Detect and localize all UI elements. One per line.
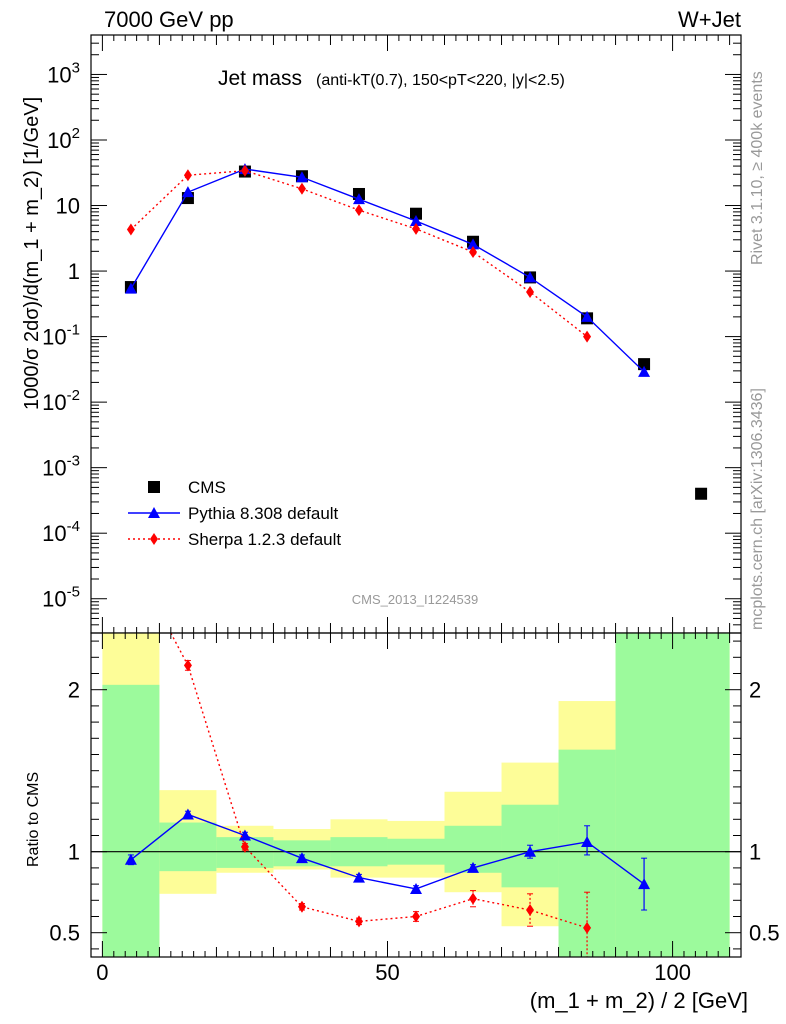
y-tick-label: 10-3 bbox=[42, 453, 80, 481]
ratio-y-tick-label-right: 1 bbox=[749, 840, 761, 865]
ratio-marker-triangle bbox=[410, 882, 422, 894]
ratio-marker-triangle bbox=[638, 878, 651, 890]
x-ticks: 0 50 100 bbox=[96, 633, 731, 985]
green-band bbox=[615, 633, 730, 957]
ratio-y-ticks: 0.5 0.5 1 1 2 2 bbox=[49, 640, 780, 950]
y-tick-label: 10-5 bbox=[42, 584, 80, 612]
pythia-marker bbox=[295, 171, 308, 183]
legend: CMS Pythia 8.308 default Sherpa 1.2.3 defa… bbox=[128, 478, 341, 549]
ratio-marker-triangle bbox=[124, 853, 137, 865]
legend-label: Sherpa 1.2.3 default bbox=[188, 530, 341, 549]
sherpa-marker bbox=[469, 246, 478, 259]
pythia-marker bbox=[124, 282, 137, 294]
plot-title-sub: (anti-kT(0.7), 150<pT<220, |y|<2.5) bbox=[316, 72, 565, 89]
y-tick-label: 10-1 bbox=[42, 322, 80, 350]
ratio-y-tick-label-right: 2 bbox=[749, 678, 761, 703]
sherpa-marker bbox=[412, 222, 420, 235]
x-axis-label: (m_1 + m_2) / 2 [GeV] bbox=[530, 988, 748, 1013]
pythia-marker bbox=[581, 310, 594, 322]
legend-pythia-marker bbox=[148, 507, 160, 518]
ratio-marker-diamond bbox=[240, 840, 249, 853]
legend-sherpa-marker bbox=[150, 533, 158, 545]
pythia-marker bbox=[467, 238, 480, 250]
y-tick-label: 10-2 bbox=[42, 387, 80, 415]
pythia-marker bbox=[181, 186, 194, 198]
ratio-marker-triangle bbox=[524, 845, 537, 857]
sherpa-marker bbox=[183, 169, 192, 182]
legend-item: Sherpa 1.2.3 default bbox=[128, 530, 341, 549]
pythia-marker bbox=[638, 365, 651, 377]
y-tick-label: 103 bbox=[47, 59, 80, 87]
ratio-line bbox=[130, 813, 645, 890]
ratio-y-tick-label: 1 bbox=[68, 840, 80, 865]
legend-item: CMS bbox=[148, 478, 226, 497]
cms-marker bbox=[638, 358, 651, 371]
y-tick-label: 10-4 bbox=[42, 518, 80, 546]
watermark: CMS_2013_I1224539 bbox=[352, 592, 479, 607]
rivet-label: Rivet 3.1.10, ≥ 400k events bbox=[749, 71, 766, 265]
pythia-marker bbox=[352, 193, 365, 205]
ratio-marker-triangle bbox=[238, 829, 251, 841]
x-tick-label: 100 bbox=[654, 960, 691, 985]
sherpa-marker bbox=[583, 330, 592, 343]
legend-label: CMS bbox=[188, 478, 226, 497]
sherpa-marker bbox=[354, 204, 363, 217]
ratio-y-tick-label: 0.5 bbox=[49, 921, 80, 946]
green-band bbox=[102, 684, 160, 957]
sherpa-marker bbox=[297, 182, 306, 195]
y-tick-label: 1 bbox=[68, 259, 80, 284]
y-tick-label: 102 bbox=[47, 125, 80, 153]
ratio-series-sherpa bbox=[170, 632, 592, 958]
header-right: W+Jet bbox=[678, 7, 741, 32]
ratio-marker-triangle bbox=[352, 871, 365, 883]
top-y-axis-label: 1000/σ 2dσ)/d(m_1 + m_2) [1/GeV] bbox=[21, 97, 43, 410]
main-plot-panel: Jet mass (anti-kT(0.7), 150<pT<220, |y|<… bbox=[21, 34, 742, 634]
x-tick-label: 0 bbox=[96, 960, 108, 985]
ratio-marker-diamond bbox=[412, 910, 420, 923]
mcplots-label: mcplots.cern.ch [arXiv:1306.3436] bbox=[749, 388, 766, 630]
ratio-y-axis-label: Ratio to CMS bbox=[25, 772, 42, 867]
ratio-marker-triangle bbox=[295, 852, 308, 864]
ratio-marker-diamond bbox=[183, 659, 192, 672]
y-tick-label: 10 bbox=[56, 194, 80, 219]
cms-marker bbox=[410, 207, 422, 220]
ratio-marker-triangle bbox=[467, 861, 480, 873]
ratio-marker-diamond bbox=[297, 900, 306, 913]
ratio-y-tick-label-right: 0.5 bbox=[749, 921, 780, 946]
ratio-marker-diamond bbox=[469, 892, 478, 905]
legend-item: Pythia 8.308 default bbox=[128, 504, 339, 523]
plot-title-main: Jet mass bbox=[218, 67, 302, 90]
ratio-y-tick-label: 2 bbox=[68, 678, 80, 703]
legend-label: Pythia 8.308 default bbox=[188, 504, 339, 523]
sherpa-marker bbox=[126, 223, 135, 236]
ratio-marker-diamond bbox=[354, 915, 363, 928]
ratio-marker-triangle bbox=[181, 808, 194, 820]
pythia-marker bbox=[524, 271, 537, 283]
series-pythia bbox=[124, 163, 651, 377]
ratio-marker-diamond bbox=[583, 921, 592, 934]
ratio-line bbox=[170, 632, 588, 929]
ratio-marker-triangle bbox=[581, 835, 594, 847]
top-y-ticks: 10-5 10-4 10-3 10-2 10-1 1 10 102 103 bbox=[42, 34, 741, 634]
sherpa-marker bbox=[526, 285, 535, 298]
header-left: 7000 GeV pp bbox=[104, 7, 234, 32]
uncertainty-bands bbox=[102, 633, 730, 957]
green-band bbox=[159, 822, 217, 872]
pythia-marker bbox=[410, 215, 422, 227]
x-tick-label: 50 bbox=[375, 960, 399, 985]
series-line bbox=[130, 168, 645, 373]
series-sherpa bbox=[126, 164, 592, 343]
cms-marker bbox=[695, 487, 708, 500]
ratio-marker-diamond bbox=[526, 904, 535, 917]
legend-cms-marker bbox=[148, 481, 160, 493]
sherpa-marker bbox=[240, 164, 249, 177]
ratio-plot-panel: Ratio to CMS (m_1 + m_2) / 2 [GeV] 0 50 10… bbox=[25, 632, 780, 1013]
ratio-series-pythia bbox=[124, 808, 651, 911]
bottom-frame bbox=[90, 632, 742, 958]
